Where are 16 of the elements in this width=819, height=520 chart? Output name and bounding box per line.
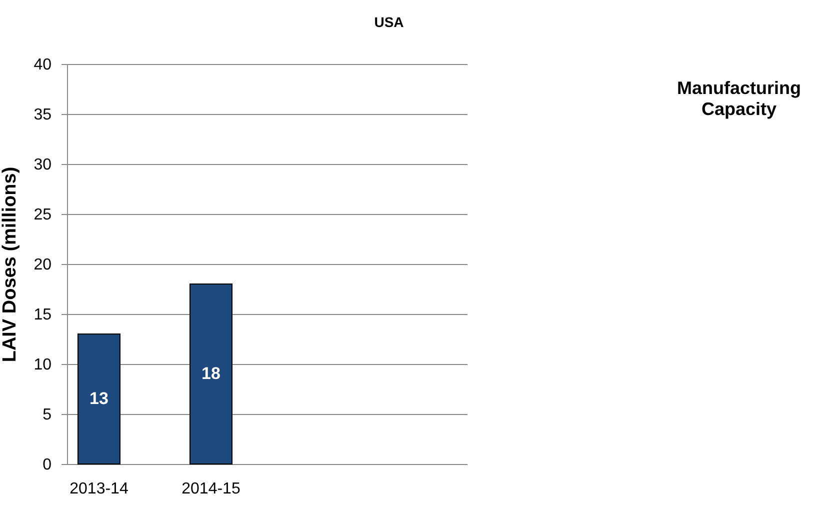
x-tick-label: 2014-15	[182, 480, 240, 498]
y-tick-label: 40	[34, 56, 52, 74]
y-tick-label: 35	[34, 106, 52, 124]
text: Manufacturing Capacity	[677, 78, 801, 119]
y-tick-label: 20	[34, 256, 52, 274]
y-tick-label: 25	[34, 206, 52, 224]
y-tick-label: 15	[34, 306, 52, 324]
y-axis-title: LAIV Doses (millions)	[0, 166, 21, 362]
data-label: 18	[202, 364, 220, 383]
y-tick-label: 10	[34, 356, 52, 374]
y-tick-label: 0	[42, 456, 52, 474]
chart-title: USA	[374, 14, 404, 30]
data-label: 13	[90, 389, 108, 408]
y-tick-label: 5	[42, 406, 52, 424]
x-tick-label: 2013-14	[70, 480, 128, 498]
y-tick-label: 30	[34, 156, 52, 174]
